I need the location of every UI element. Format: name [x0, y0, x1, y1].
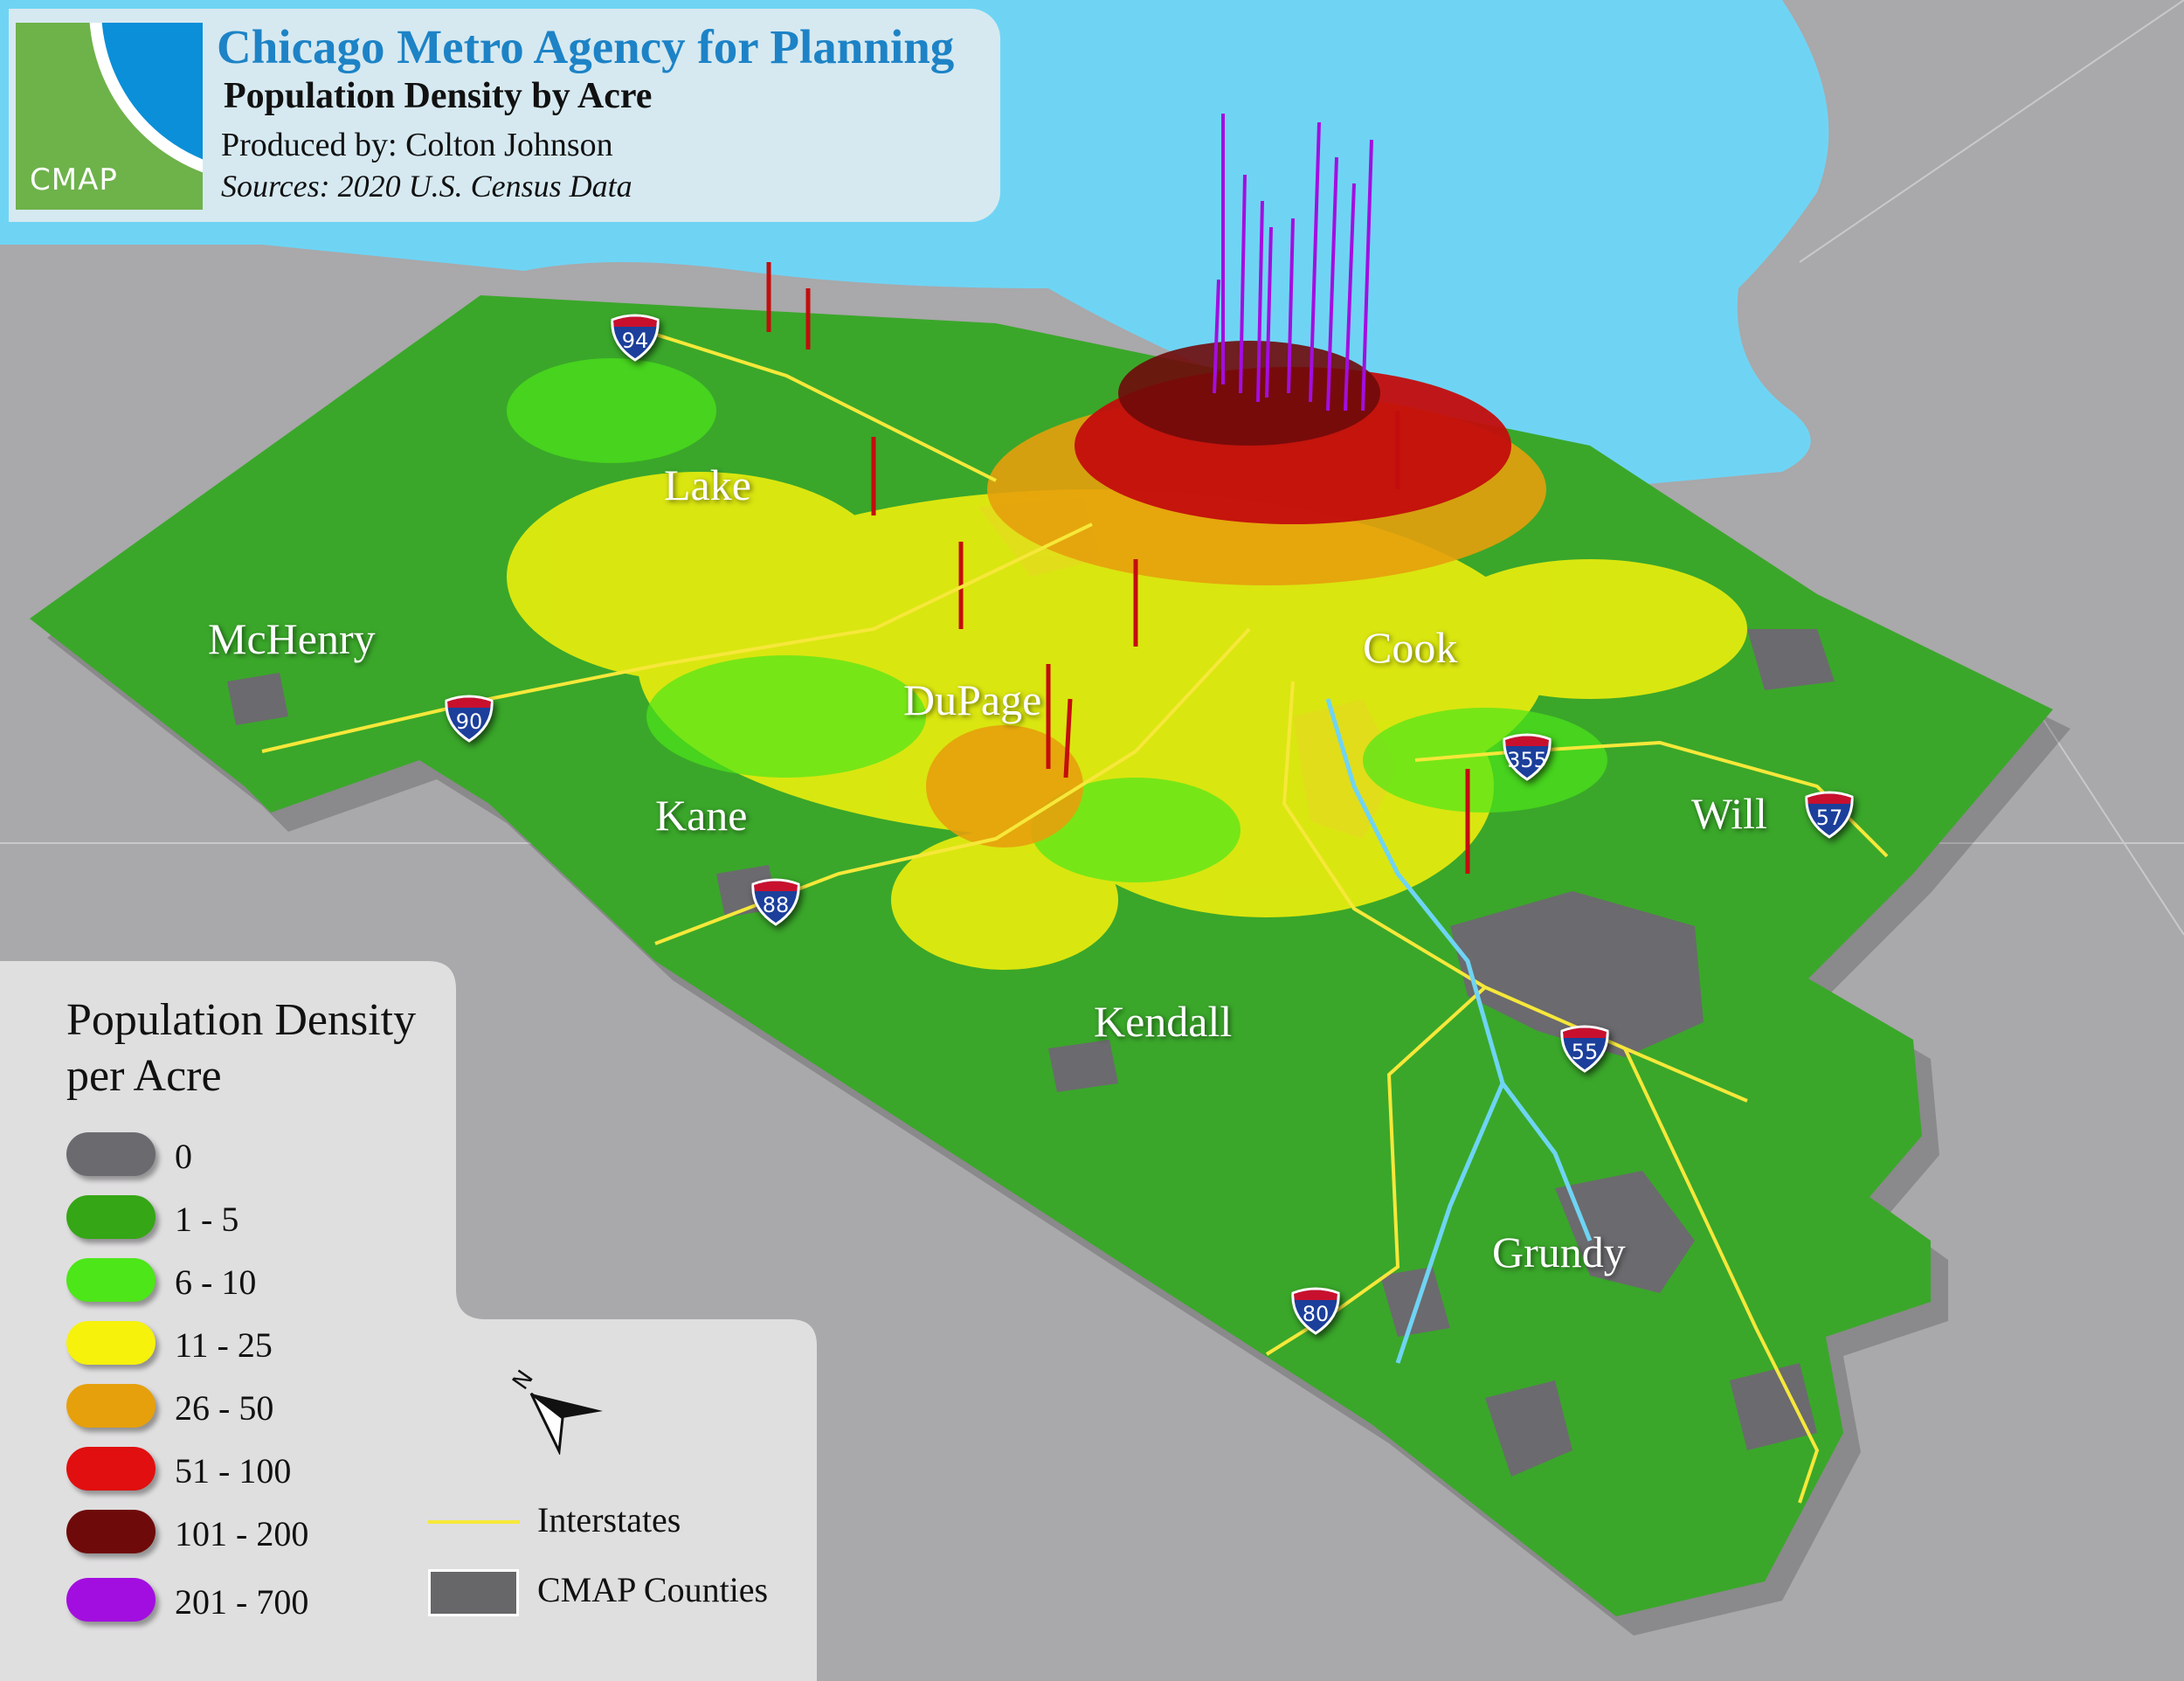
- legend-swatch: [66, 1258, 156, 1302]
- interstate-shield-88: 88: [750, 875, 802, 926]
- reference-counties: CMAP Counties: [428, 1569, 821, 1618]
- shield-number: 80: [1302, 1302, 1330, 1326]
- map-title: Population Density by Acre: [224, 76, 653, 116]
- legend-label: 101 - 200: [175, 1514, 309, 1553]
- shield-number: 55: [1571, 1040, 1599, 1064]
- rivers: [1325, 698, 1593, 1364]
- legend-item-0: 0: [66, 1132, 381, 1179]
- interstate-shield-355: 355: [1501, 730, 1553, 781]
- cmap-logo: CMAP: [16, 23, 203, 210]
- county-swatch: [428, 1569, 519, 1616]
- interstate-shield-55: 55: [1559, 1022, 1611, 1073]
- legend-swatch: [66, 1132, 156, 1176]
- legend-title: Population Density per Acre: [66, 995, 417, 1101]
- legend-item-2: 6 - 10: [66, 1258, 381, 1305]
- legend-swatch: [66, 1195, 156, 1239]
- legend-item-1: 1 - 5: [66, 1195, 381, 1242]
- produced-by: Produced by: Colton Johnson: [221, 127, 613, 163]
- legend-swatch: [66, 1384, 156, 1428]
- agency-title: Chicago Metro Agency for Planning: [217, 20, 955, 73]
- shield-number: 90: [455, 709, 483, 734]
- county-label-mchenry: McHenry: [208, 614, 376, 663]
- shield-number: 94: [621, 329, 649, 353]
- legend-item-3: 11 - 25: [66, 1321, 381, 1368]
- county-label-lake: Lake: [664, 460, 751, 509]
- logo-text: CMAP: [30, 163, 118, 197]
- svg-text:N: N: [508, 1366, 539, 1394]
- legend-label: 201 - 700: [175, 1582, 309, 1622]
- north-arrow-icon: N: [508, 1366, 603, 1455]
- interstate-line-swatch: [428, 1520, 520, 1524]
- legend-label: 6 - 10: [175, 1262, 257, 1302]
- interstate-shield-94: 94: [609, 311, 661, 362]
- reference-interstates: Interstates: [428, 1499, 821, 1548]
- density-darkred-core: [1118, 341, 1380, 446]
- sources: Sources: 2020 U.S. Census Data: [221, 169, 632, 204]
- interstate-shield-57: 57: [1803, 788, 1856, 839]
- interstate-shield-80: 80: [1289, 1284, 1342, 1335]
- legend-label: 51 - 100: [175, 1451, 292, 1491]
- shield-number: 88: [762, 893, 790, 917]
- shield-number: 355: [1507, 748, 1547, 772]
- legend-item-6: 101 - 200: [66, 1510, 381, 1557]
- logo-drop-shape: [89, 23, 203, 183]
- interstate-shield-90: 90: [443, 692, 495, 743]
- legend-item-7: 201 - 700: [66, 1578, 381, 1625]
- reference-interstates-label: Interstates: [537, 1500, 681, 1539]
- legend-label: 1 - 5: [175, 1200, 239, 1239]
- county-label-dupage: DuPage: [903, 675, 1042, 724]
- shield-number: 57: [1815, 806, 1843, 830]
- county-label-cook: Cook: [1363, 623, 1458, 672]
- legend-item-4: 26 - 50: [66, 1384, 381, 1431]
- density-spikes-purple: [1213, 114, 1373, 412]
- legend-label: 26 - 50: [175, 1388, 274, 1428]
- legend-swatch: [66, 1447, 156, 1491]
- legend-swatch: [66, 1578, 156, 1622]
- density-lightgreen-clusters: [507, 358, 1607, 882]
- legend-swatch: [66, 1321, 156, 1365]
- county-label-kane: Kane: [655, 791, 748, 840]
- county-label-grundy: Grundy: [1492, 1228, 1626, 1276]
- legend-label: 0: [175, 1137, 192, 1176]
- reference-counties-label: CMAP Counties: [537, 1570, 769, 1609]
- legend-label: 11 - 25: [175, 1325, 273, 1365]
- legend-swatch: [66, 1510, 156, 1553]
- county-label-will: Will: [1691, 789, 1767, 838]
- legend-item-5: 51 - 100: [66, 1447, 381, 1494]
- county-label-kendall: Kendall: [1094, 997, 1233, 1046]
